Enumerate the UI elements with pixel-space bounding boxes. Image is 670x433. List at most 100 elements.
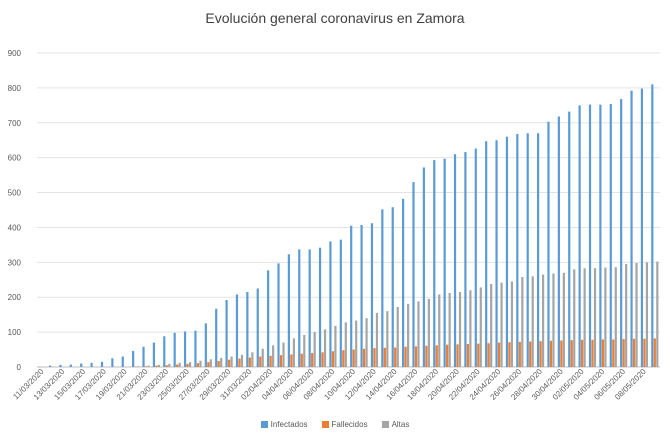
bar-altas (344, 322, 347, 367)
bar-infectados (620, 99, 623, 367)
bar-infectados (453, 154, 457, 367)
bar-altas (500, 282, 503, 367)
bar-altas (199, 360, 202, 367)
bar-infectados (422, 167, 425, 367)
bar-altas (625, 264, 628, 367)
bar-infectados (640, 88, 644, 367)
bar-altas (531, 276, 534, 367)
bar-infectados (246, 291, 249, 367)
legend-item-infectados: Infectados (260, 420, 308, 429)
bar-fallecidos (238, 358, 241, 367)
y-axis-ticks: 0 100 200 300 400 500 600 700 800 900 (8, 49, 22, 372)
bar-fallecidos (394, 347, 397, 367)
bar-infectados (318, 247, 322, 367)
y-tick-label: 100 (8, 328, 22, 337)
legend: Infectados Fallecidos Altas (0, 420, 670, 429)
bar-fallecidos (311, 353, 314, 367)
y-tick-label: 200 (8, 293, 22, 302)
gridlines (37, 52, 660, 368)
bar-altas (137, 366, 140, 367)
legend-item-altas: Altas (381, 420, 410, 429)
bar-fallecidos (352, 349, 355, 367)
bar-altas (157, 364, 161, 367)
bar-infectados (443, 158, 446, 367)
y-tick-label: 400 (8, 223, 22, 232)
bar-infectados (412, 182, 415, 367)
bar-fallecidos (207, 362, 210, 367)
legend-item-fallecidos: Fallecidos (321, 420, 368, 429)
bar-altas (251, 352, 254, 367)
bar-altas (521, 276, 524, 367)
bar-altas (230, 356, 233, 367)
bar-infectados (474, 148, 477, 367)
bar-infectados (651, 84, 654, 368)
bar-fallecidos (632, 338, 636, 367)
bar-fallecidos (217, 361, 220, 367)
x-axis-ticks: 11/03/202013/03/202015/03/202017/03/2020… (11, 367, 648, 402)
legend-label-altas: Altas (391, 420, 410, 429)
bar-fallecidos (155, 365, 158, 367)
bar-fallecidos (466, 343, 470, 367)
bar-fallecidos (508, 342, 511, 367)
bar-altas (593, 268, 597, 367)
bar-altas (604, 267, 607, 367)
bar-infectados (48, 365, 52, 367)
bar-infectados (588, 104, 592, 367)
bar-fallecidos (414, 346, 418, 367)
bar-infectados (277, 263, 280, 367)
bar-fallecidos (259, 356, 262, 367)
bar-altas (479, 287, 482, 367)
bar-altas (355, 320, 358, 367)
bar-altas (386, 311, 389, 367)
y-tick-label: 600 (8, 154, 22, 163)
bar-infectados (505, 136, 509, 367)
bar-infectados (329, 241, 332, 367)
bar-altas (469, 290, 472, 367)
legend-swatch-infectados (260, 421, 268, 428)
bar-altas (365, 318, 368, 367)
bar-altas (448, 293, 451, 367)
bar-altas (635, 263, 638, 367)
bar-altas (220, 357, 223, 367)
bar-fallecidos (570, 340, 573, 367)
y-tick-label: 300 (8, 258, 22, 267)
bar-fallecidos (518, 341, 521, 367)
bar-fallecidos (560, 340, 563, 367)
bar-infectados (370, 223, 374, 367)
bar-altas (645, 262, 649, 367)
bar-altas (490, 283, 493, 367)
bar-altas (282, 342, 285, 367)
bar-infectados (121, 356, 124, 367)
bar-infectados (350, 225, 353, 367)
y-tick-label: 700 (8, 119, 22, 128)
bar-infectados (495, 140, 498, 367)
bar-infectados (298, 249, 301, 367)
bar-fallecidos (186, 363, 189, 367)
bar-infectados (267, 270, 270, 367)
bar-fallecidos (539, 341, 542, 367)
bar-fallecidos (383, 347, 386, 367)
y-tick-label: 0 (17, 363, 22, 372)
bar-infectados (100, 361, 104, 367)
bar-fallecidos (487, 343, 490, 367)
bar-fallecidos (622, 339, 625, 367)
bar-altas (417, 301, 420, 367)
bar-infectados (163, 336, 166, 367)
bar-infectados (132, 350, 135, 367)
bar-fallecidos (321, 352, 324, 367)
bar-altas (323, 329, 327, 367)
bar-fallecidos (549, 340, 553, 367)
bar-fallecidos (601, 339, 604, 367)
bar-fallecidos (373, 348, 376, 367)
bar-altas (147, 365, 150, 367)
bar-infectados (526, 133, 529, 367)
bar-altas (303, 334, 306, 367)
bars (38, 84, 659, 368)
bar-altas (209, 359, 212, 367)
bar-fallecidos (446, 344, 449, 367)
bar-infectados (287, 254, 290, 367)
bar-infectados (215, 308, 218, 367)
bar-altas (438, 294, 441, 367)
bar-fallecidos (300, 353, 303, 367)
